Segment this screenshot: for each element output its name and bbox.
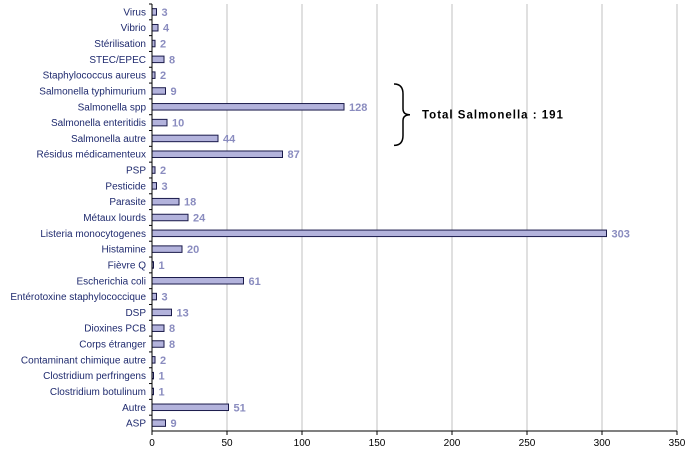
value-label-escherichia-coli: 61 (249, 276, 261, 288)
value-label-staphylococcus-aureus: 2 (160, 70, 166, 82)
category-label-psp: PSP (126, 166, 146, 177)
salmonella-brace (393, 83, 411, 147)
bar-autre (151, 403, 229, 412)
category-label-listeria-monocytogenes: Listeria monocytogenes (40, 229, 146, 240)
category-label-stec-epec: STEC/EPEC (89, 55, 146, 66)
category-label-sterilisation: Stérilisation (94, 39, 146, 50)
bar-salmonella-autre (151, 134, 219, 143)
x-tick-label-200: 200 (444, 438, 461, 449)
bar-dsp (151, 308, 172, 317)
value-label-listeria-monocytogenes: 303 (612, 228, 630, 240)
x-tick-label-350: 350 (669, 438, 686, 449)
value-label-dsp: 13 (177, 307, 189, 319)
value-label-salmonella-spp: 128 (349, 102, 367, 114)
category-labels: Virus Vibrio Stérilisation STEC/EPEC Staphyl… (10, 7, 146, 429)
category-label-asp: ASP (126, 419, 146, 430)
category-label-residus-medicamenteux: Résidus médicamenteux (37, 150, 147, 161)
category-label-enterotoxine-staphylococcique: Entérotoxine staphylococcique (10, 292, 146, 303)
bar-histamine (151, 245, 183, 253)
value-label-fievre-q: 1 (159, 260, 165, 272)
x-tick-label-150: 150 (369, 438, 386, 449)
value-label-parasite: 18 (184, 197, 196, 209)
category-label-parasite: Parasite (109, 197, 146, 208)
value-label-salmonella-autre: 44 (223, 133, 236, 145)
value-label-enterotoxine-staphylococcique: 3 (162, 292, 168, 304)
bar-salmonella-enteritidis (151, 118, 168, 127)
value-label-autre: 51 (234, 402, 246, 414)
bar-parasite (151, 197, 180, 206)
x-tick-label-100: 100 (294, 438, 311, 449)
value-label-stec-epec: 8 (169, 54, 175, 66)
value-label-sterilisation: 2 (160, 39, 166, 51)
x-tick-label-0: 0 (149, 438, 155, 449)
bar-pesticide (151, 182, 157, 190)
bar-virus (151, 8, 157, 16)
value-label-psp: 2 (160, 165, 166, 177)
category-label-salmonella-enteritidis: Salmonella enteritidis (51, 118, 146, 129)
value-label-salmonella-enteritidis: 10 (172, 118, 184, 130)
x-tick-label-300: 300 (594, 438, 611, 449)
value-label-pesticide: 3 (162, 181, 168, 193)
category-label-contaminant-chimique-autre: Contaminant chimique autre (21, 355, 147, 366)
x-tick-label-50: 50 (221, 438, 233, 449)
value-label-vibrio: 4 (163, 23, 170, 35)
category-label-salmonella-typhimurium: Salmonella typhimurium (39, 86, 146, 97)
value-label-corps-etranger: 8 (169, 339, 175, 351)
bar-salmonella-typhimurium (151, 87, 166, 95)
bar-metaux-lourds (151, 213, 189, 222)
value-label-clostridium-botulinum: 1 (159, 386, 165, 398)
bar-asp (151, 419, 166, 427)
bar-dioxines-pcb (151, 324, 165, 332)
category-label-salmonella-spp: Salmonella spp (78, 102, 147, 113)
value-label-metaux-lourds: 24 (193, 213, 206, 225)
value-label-histamine: 20 (187, 244, 199, 256)
category-label-pesticide: Pesticide (105, 181, 146, 192)
bar-enterotoxine-staphylococcique (151, 292, 157, 301)
grid-lines (226, 4, 678, 431)
axes (149, 3, 678, 435)
value-label-virus: 3 (162, 7, 168, 19)
value-label-asp: 9 (171, 418, 177, 430)
category-label-fievre-q: Fièvre Q (108, 260, 147, 271)
category-label-clostridium-botulinum: Clostridium botulinum (50, 387, 146, 398)
x-tick-label-250: 250 (519, 438, 536, 449)
value-label-dioxines-pcb: 8 (169, 323, 175, 335)
category-label-virus: Virus (123, 7, 146, 18)
category-label-salmonella-autre: Salmonella autre (71, 134, 146, 145)
x-tick-labels: 0 50 100 150 200 250 300 350 (149, 438, 686, 449)
category-label-autre: Autre (122, 403, 146, 414)
value-label-clostridium-perfringens: 1 (159, 371, 165, 383)
bar-listeria-monocytogenes (151, 229, 607, 238)
salmonella-annotation: Total Salmonella : 191 (393, 83, 564, 147)
bar-salmonella-spp (151, 103, 345, 111)
value-label-contaminant-chimique-autre: 2 (160, 355, 166, 367)
bar-vibrio (151, 23, 159, 32)
category-label-dioxines-pcb: Dioxines PCB (84, 324, 146, 335)
category-label-staphylococcus-aureus: Staphylococcus aureus (43, 71, 146, 82)
bar-residus-medicamenteux (151, 150, 283, 158)
bar-corps-etranger (151, 340, 165, 348)
value-label-residus-medicamenteux: 87 (288, 149, 300, 161)
bar-escherichia-coli (151, 277, 244, 285)
value-label-salmonella-typhimurium: 9 (171, 86, 177, 98)
category-label-metaux-lourds: Métaux lourds (83, 213, 146, 224)
bar-stec-epec (151, 55, 165, 64)
category-label-histamine: Histamine (102, 245, 147, 256)
salmonella-total-label: Total Salmonella : 191 (422, 110, 564, 122)
category-label-clostridium-perfringens: Clostridium perfringens (43, 371, 146, 382)
category-label-dsp: DSP (125, 308, 146, 319)
category-label-escherichia-coli: Escherichia coli (77, 276, 146, 287)
category-label-vibrio: Vibrio (121, 23, 147, 34)
bars (151, 8, 607, 427)
category-label-corps-etranger: Corps étranger (79, 340, 146, 351)
